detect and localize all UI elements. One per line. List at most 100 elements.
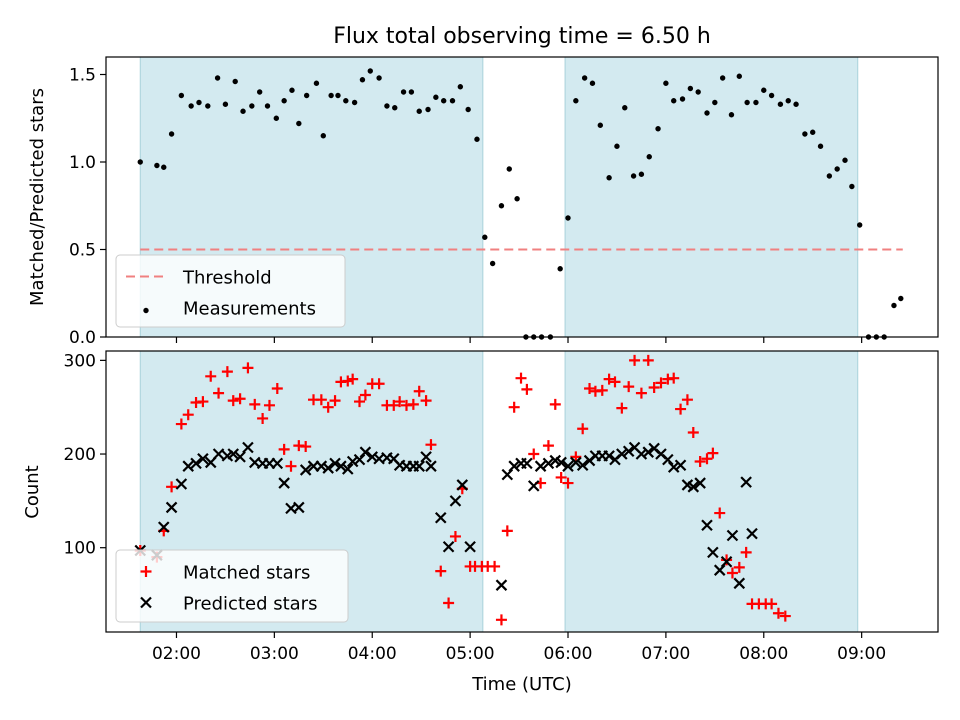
legend-label: Measurements	[183, 299, 316, 320]
series-0-point	[777, 101, 784, 107]
series-0-point	[168, 131, 175, 137]
x-axis-label: Time (UTC)	[471, 674, 572, 695]
series-1-point	[434, 511, 447, 524]
series-1-point	[335, 460, 347, 472]
series-0-point	[351, 99, 358, 106]
y-tick-label: 1.5	[69, 66, 96, 86]
series-0-point	[188, 103, 194, 109]
series-0-point	[256, 89, 263, 95]
series-0-point	[313, 80, 320, 86]
count-panel-frame	[105, 350, 939, 633]
series-0-point	[753, 99, 759, 106]
series-0-point	[465, 106, 471, 113]
legend-marker-swatch	[140, 566, 152, 577]
series-0-point	[638, 171, 645, 177]
series-0-point	[367, 68, 373, 74]
series-0-point	[694, 456, 706, 468]
series-1-point	[576, 459, 589, 472]
series-0-point	[435, 565, 447, 577]
series-0-point	[603, 373, 615, 385]
ratio-panel-frame	[105, 56, 939, 338]
series-0-point	[182, 409, 194, 421]
series-0-point	[508, 401, 520, 413]
x-tick-label: 02:00	[152, 644, 201, 664]
series-0-point	[384, 103, 390, 109]
y-tick-label: 100	[64, 539, 96, 559]
observing-window-2	[564, 56, 859, 338]
series-1-point	[165, 501, 178, 514]
x-tick-label: 05:00	[446, 644, 495, 664]
series-1-point	[359, 446, 372, 458]
series-0-point	[736, 73, 742, 79]
series-0-point	[489, 260, 496, 267]
series-1-point	[234, 451, 246, 463]
x-tick-label: 07:00	[641, 644, 690, 664]
series-0-point	[232, 78, 238, 85]
series-0-point	[597, 122, 604, 128]
series-0-point	[498, 203, 505, 209]
x-tick-label: 04:00	[348, 644, 397, 664]
series-0-point	[416, 108, 422, 114]
series-0-point	[420, 395, 432, 407]
series-1-point	[197, 452, 209, 465]
series-0-point	[249, 103, 255, 109]
series-1-point	[227, 448, 240, 460]
series-0-point	[359, 389, 371, 401]
series-0-point	[214, 75, 221, 81]
series-0-point	[542, 440, 554, 452]
series-1-point	[315, 460, 328, 472]
series-0-point	[642, 354, 654, 366]
count-y-axis: 100 200 300	[64, 351, 106, 559]
ratio-y-axis-label: Matched/Predicted stars	[27, 88, 48, 306]
series-0-point	[679, 96, 686, 102]
series-0-point	[596, 384, 608, 396]
series-0-point	[322, 401, 334, 413]
series-0-point	[768, 92, 775, 99]
series-0-point	[589, 80, 596, 86]
series-0-point	[495, 614, 507, 626]
series-0-point	[273, 115, 280, 121]
series-0-point	[655, 377, 667, 389]
series-1-point	[175, 478, 188, 490]
series-0-point	[573, 98, 579, 104]
series-0-point	[154, 162, 160, 169]
series-1-point	[674, 459, 687, 472]
series-0-point	[675, 403, 687, 415]
series-0-point	[440, 98, 447, 104]
series-0-point	[335, 92, 341, 99]
series-1-point	[570, 456, 582, 469]
series-0-point	[606, 175, 612, 181]
series-0-point	[242, 362, 254, 374]
series-0-point	[562, 477, 574, 489]
series-0-point	[482, 234, 488, 240]
series-0-point	[779, 610, 791, 622]
series-1-point	[713, 564, 726, 576]
legend-label: Threshold	[182, 268, 272, 289]
series-0-point	[457, 84, 464, 90]
series-0-point	[449, 98, 456, 104]
series-0-point	[376, 75, 382, 81]
legend-marker-swatch	[143, 307, 149, 314]
series-0-point	[257, 412, 269, 424]
x-tick-label: 03:00	[250, 644, 299, 664]
y-tick-label: 0.5	[69, 241, 96, 261]
series-0-point	[584, 382, 596, 394]
series-0-point	[205, 103, 211, 109]
series-0-point	[663, 80, 669, 86]
series-0-point	[704, 110, 710, 116]
y-tick-label: 200	[64, 445, 96, 465]
series-0-point	[701, 453, 713, 465]
series-0-point	[744, 99, 750, 106]
legend-label: Predicted stars	[183, 594, 317, 615]
series-1-point	[555, 456, 567, 469]
series-1-point	[495, 579, 508, 591]
series-0-point	[766, 598, 778, 610]
series-1-point	[740, 476, 752, 488]
series-0-point	[695, 89, 701, 95]
series-0-point	[271, 382, 283, 394]
series-0-point	[565, 215, 571, 221]
series-1-point	[299, 464, 312, 476]
series-0-point	[581, 75, 588, 81]
series-0-point	[622, 105, 628, 111]
series-0-point	[761, 87, 767, 93]
